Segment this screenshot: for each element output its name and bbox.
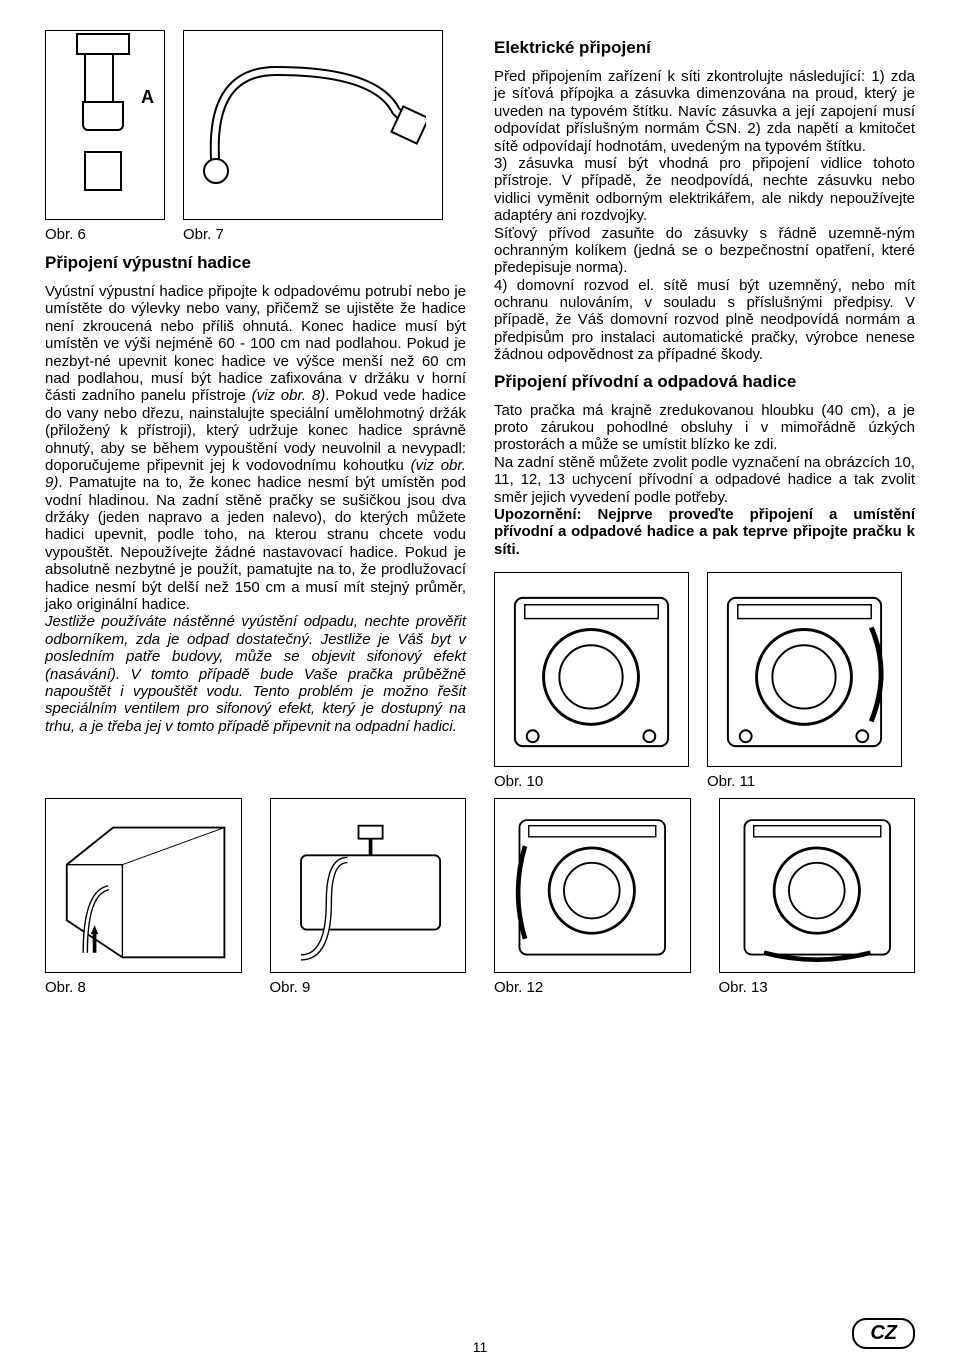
left-p2b: . Pamatujte na to, že konec hadice nesmí…	[45, 474, 466, 613]
figure-8-label: Obr. 8	[45, 979, 242, 996]
left-body: Vyústní výpustní hadice připojte k odpad…	[45, 283, 466, 735]
figure-6-label: Obr. 6	[45, 226, 165, 243]
page-number: 11	[473, 1339, 488, 1355]
figure-labels-6-7: Obr. 6 Obr. 7	[45, 226, 466, 243]
figure-7-box	[183, 30, 443, 220]
figure-8-box	[45, 798, 242, 973]
right-p3: Síťový přívod zasuňte do zásuvky s řádně…	[494, 225, 915, 277]
right-body-2: Tato pračka má krajně zredukovanou hloub…	[494, 402, 915, 559]
left-column: A Obr. 6 Obr. 7 Připojení výpustní hadic…	[45, 30, 466, 790]
figure-row-6-7: A	[45, 30, 466, 220]
right-column: Elektrické připojení Před připojením zař…	[494, 30, 915, 790]
right-p6: Na zadní stěně můžete zvolit podle vyzna…	[494, 454, 915, 506]
left-p1: Vyústní výpustní hadice připojte k odpad…	[45, 283, 466, 404]
left-heading: Připojení výpustní hadice	[45, 253, 466, 273]
figure-13-label: Obr. 13	[719, 979, 916, 996]
figure-9-label: Obr. 9	[270, 979, 467, 996]
right-p7-bold: Upozornění: Nejprve proveďte připojení a…	[494, 506, 915, 558]
bottom-figure-row	[45, 798, 915, 973]
figure-11-box	[707, 572, 902, 767]
figure-9-box	[270, 798, 467, 973]
figure-12-cell	[494, 798, 691, 973]
figure-8-cell	[45, 798, 242, 973]
figure-11-label: Obr. 11	[707, 773, 902, 790]
right-heading-2: Připojení přívodní a odpadová hadice	[494, 372, 915, 392]
right-p1: Před připojením zařízení k síti zkontrol…	[494, 68, 915, 155]
figure-12-label: Obr. 12	[494, 979, 691, 996]
bottom-figure-labels: Obr. 8 Obr. 9 Obr. 12 Obr. 13	[45, 979, 915, 996]
figure-12-box	[494, 798, 691, 973]
figure-labels-10-11: Obr. 10 Obr. 11	[494, 773, 915, 790]
figure-10-box	[494, 572, 689, 767]
figure-13-cell	[719, 798, 916, 973]
figure-9-cell	[270, 798, 467, 973]
right-heading-1: Elektrické připojení	[494, 38, 915, 58]
right-p4: 4) domovní rozvod el. sítě musí být uzem…	[494, 277, 915, 364]
figure-6-box: A	[45, 30, 165, 220]
right-p5: Tato pračka má krajně zredukovanou hloub…	[494, 402, 915, 454]
figure-row-10-11	[494, 572, 915, 767]
figure-10-label: Obr. 10	[494, 773, 689, 790]
figure-13-box	[719, 798, 916, 973]
left-p1-italic: (viz obr. 8)	[252, 387, 326, 404]
cz-badge: CZ	[852, 1318, 915, 1349]
two-column-layout: A Obr. 6 Obr. 7 Připojení výpustní hadic…	[45, 30, 915, 790]
right-body-1: Před připojením zařízení k síti zkontrol…	[494, 68, 915, 364]
figure-6-a-label: A	[141, 87, 154, 108]
left-p3-italic: Jestliže používáte nástěnné vyústění odp…	[45, 613, 466, 734]
figure-7-label: Obr. 7	[183, 226, 443, 243]
right-p2: 3) zásuvka musí být vhodná pro připojení…	[494, 155, 915, 224]
